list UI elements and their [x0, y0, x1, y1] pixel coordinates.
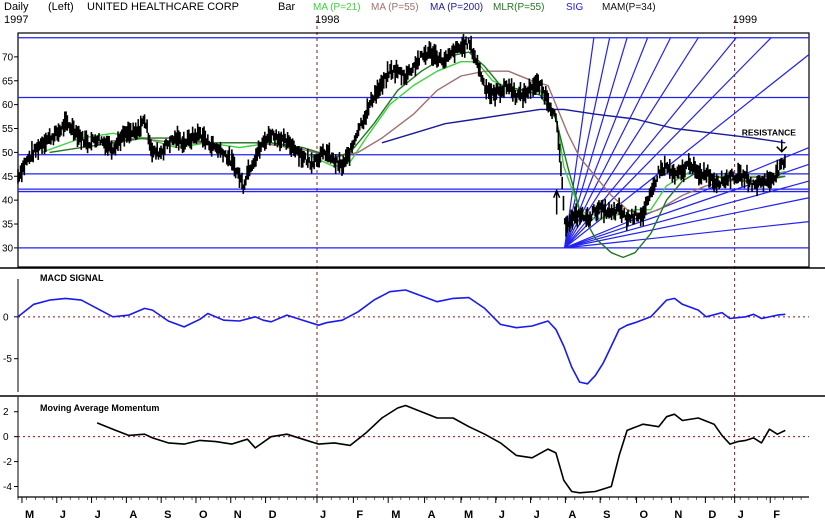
macd-line — [17, 289, 786, 385]
macd-panel: MACD SIGNAL 0 -5 — [3, 273, 809, 392]
x-axis-month-label: F — [773, 509, 780, 521]
speed-fan-line — [563, 37, 595, 248]
x-axis-month-label: M — [464, 509, 473, 521]
x-axis-month-label: J — [320, 509, 326, 521]
x-axis-month-label: S — [164, 509, 171, 521]
price-y-tick-label: 30 — [2, 243, 14, 254]
price-plot: 30 35 40 45 50 55 60 65 70 RESISTANCE — [2, 34, 810, 259]
price-y-tick-label: 45 — [2, 172, 14, 183]
y-tick-label: -2 — [3, 457, 12, 468]
x-axis-month-label: F — [356, 509, 363, 521]
x-axis-month-label: S — [603, 509, 610, 521]
price-bars — [17, 34, 786, 237]
x-axis-month-label: D — [269, 509, 277, 521]
speed-fan-line — [564, 221, 810, 249]
price-panel-frame — [17, 32, 810, 268]
y-tick-label: -5 — [3, 354, 12, 365]
x-axis-month-label: J — [60, 509, 66, 521]
x-axis-month-label: N — [234, 509, 242, 521]
chart-style-label: Bar — [278, 1, 295, 13]
y-tick-label: -4 — [3, 482, 12, 493]
price-y-tick-label: 40 — [2, 196, 14, 207]
scale-label: (Left) — [48, 1, 74, 13]
y-tick-label: 0 — [3, 312, 9, 323]
x-axis-month-label: A — [568, 509, 576, 521]
price-y-tick-label: 55 — [2, 124, 14, 135]
legend-entry: MA (P=21) — [313, 2, 361, 13]
momentum-panel: Moving Average Momentum 2 0 -2 -4 — [3, 397, 809, 498]
price-y-tick-label: 35 — [2, 220, 14, 231]
legend-entry: MAM(P=34) — [602, 2, 656, 13]
chart-header: Daily (Left) UNITED HEALTHCARE CORP Bar … — [4, 1, 656, 13]
period-label: Daily — [4, 1, 29, 13]
y-tick-label: 0 — [3, 432, 9, 443]
indicator-legend: MA (P=21) MA (P=55) MA (P=200) MLR(P=55) SIG… — [313, 2, 656, 13]
year-label: 1997 — [4, 14, 28, 26]
x-axis-month-label: O — [640, 509, 649, 521]
x-axis-month-label: O — [199, 509, 208, 521]
year-label: 1998 — [315, 14, 339, 26]
ma55-line — [97, 70, 786, 216]
price-panel: 30 35 40 45 50 55 60 65 70 RESISTANCE — [2, 32, 810, 268]
company-name: UNITED HEALTHCARE CORP — [87, 1, 239, 13]
year-labels: 1997 1998 1999 — [4, 14, 757, 497]
x-axis-month-label: D — [708, 509, 716, 521]
resistance-arrow — [776, 139, 788, 153]
price-y-tick-label: 65 — [2, 76, 14, 87]
x-axis-month-label: J — [738, 509, 744, 521]
speed-fan-line — [564, 147, 810, 249]
momentum-title: Moving Average Momentum — [40, 403, 159, 413]
x-axis-month-label: A — [129, 509, 137, 521]
price-y-tick-label: 60 — [2, 100, 14, 111]
year-label: 1999 — [733, 14, 757, 26]
legend-entry: MA (P=200) — [430, 2, 483, 13]
x-axis-month-label: J — [534, 509, 540, 521]
x-axis-month-label: A — [428, 509, 436, 521]
macd-title: MACD SIGNAL — [40, 273, 104, 283]
legend-entry: MA (P=55) — [371, 2, 419, 13]
x-axis-month-label: J — [95, 509, 101, 521]
resistance-annotation: RESISTANCE — [742, 128, 796, 138]
ma200-line — [381, 108, 786, 144]
x-axis-month-label: N — [674, 509, 682, 521]
x-axis-month-label: M — [25, 509, 34, 521]
legend-entry: MLR(P=55) — [493, 2, 544, 13]
legend-entry: SIG — [566, 2, 583, 13]
price-y-tick-label: 70 — [2, 52, 14, 63]
low-marker-arrow — [552, 188, 561, 215]
speed-fan-line — [564, 180, 810, 249]
y-tick-label: 2 — [3, 407, 9, 418]
x-axis-month-label: J — [499, 509, 505, 521]
x-axis-month-label: M — [391, 509, 400, 521]
momentum-plot: 2 0 -2 -4 — [3, 397, 809, 498]
macd-plot: 0 -5 — [3, 279, 809, 392]
price-y-tick-label: 50 — [2, 148, 14, 159]
speed-fan-line — [564, 197, 810, 249]
momentum-line — [96, 404, 786, 494]
